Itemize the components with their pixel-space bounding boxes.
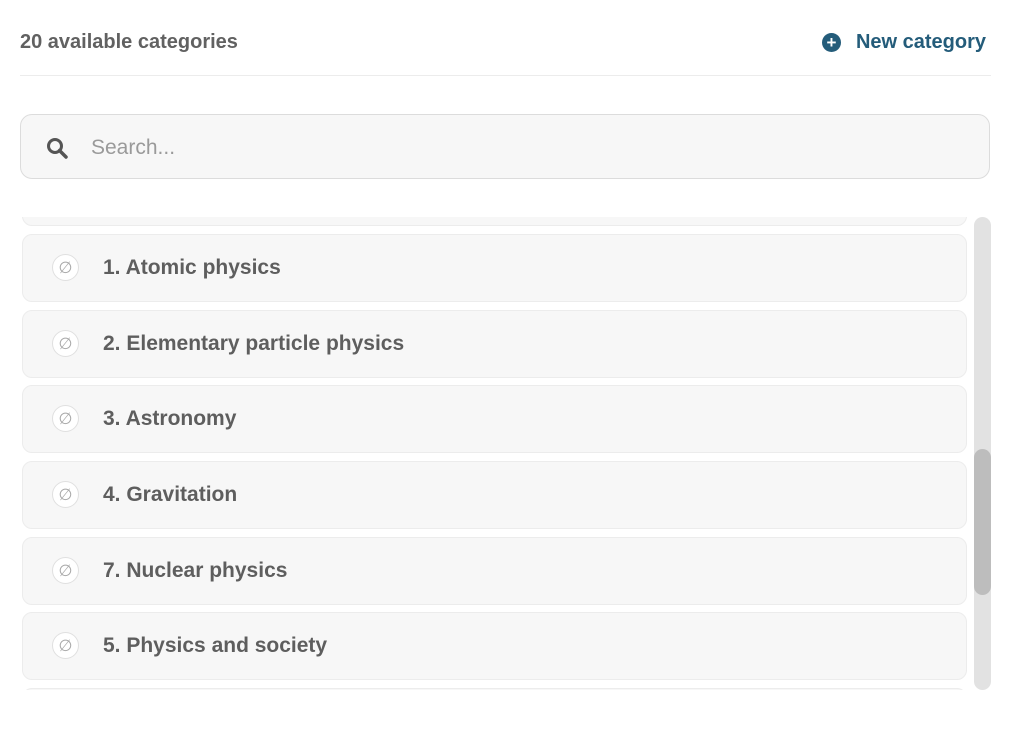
list-item[interactable]: ∅ 1. Atomic physics bbox=[22, 234, 967, 302]
item-label: 2. Elementary particle physics bbox=[103, 332, 405, 355]
list-item[interactable] bbox=[22, 217, 967, 226]
list-item[interactable]: ∅ 2. Elementary particle physics bbox=[22, 310, 967, 378]
item-label: 1. Atomic physics bbox=[103, 256, 281, 279]
item-label: 7. Nuclear physics bbox=[103, 559, 288, 582]
category-count: 20 available categories bbox=[20, 31, 238, 53]
empty-set-icon: ∅ bbox=[52, 632, 79, 659]
header: 20 available categories + New category bbox=[20, 0, 991, 76]
empty-set-icon: ∅ bbox=[52, 254, 79, 281]
empty-set-icon: ∅ bbox=[52, 481, 79, 508]
plus-circle-icon: + bbox=[821, 33, 841, 52]
list-item[interactable] bbox=[22, 688, 967, 690]
search-icon bbox=[47, 138, 68, 159]
scrollbar[interactable] bbox=[974, 217, 991, 690]
list-item[interactable]: ∅ 3. Astronomy bbox=[22, 385, 967, 453]
list-item[interactable]: ∅ 4. Gravitation bbox=[22, 461, 967, 529]
empty-set-icon: ∅ bbox=[52, 330, 79, 357]
empty-set-icon: ∅ bbox=[52, 405, 79, 432]
list-item[interactable]: ∅ 7. Nuclear physics bbox=[22, 537, 967, 605]
search-input[interactable] bbox=[89, 125, 973, 171]
scrollbar-thumb[interactable] bbox=[974, 449, 991, 595]
empty-set-icon: ∅ bbox=[52, 557, 79, 584]
item-label: 3. Astronomy bbox=[103, 407, 237, 430]
item-label: 5. Physics and society bbox=[103, 634, 328, 657]
new-category-label: New category bbox=[855, 31, 986, 53]
list-item[interactable]: ∅ 5. Physics and society bbox=[22, 612, 967, 680]
search-box bbox=[20, 114, 990, 179]
new-category-button[interactable]: + New category bbox=[821, 31, 986, 54]
category-list: ∅ 1. Atomic physics ∅ 2. Elementary partic… bbox=[22, 217, 967, 690]
item-label: 4. Gravitation bbox=[103, 483, 238, 506]
